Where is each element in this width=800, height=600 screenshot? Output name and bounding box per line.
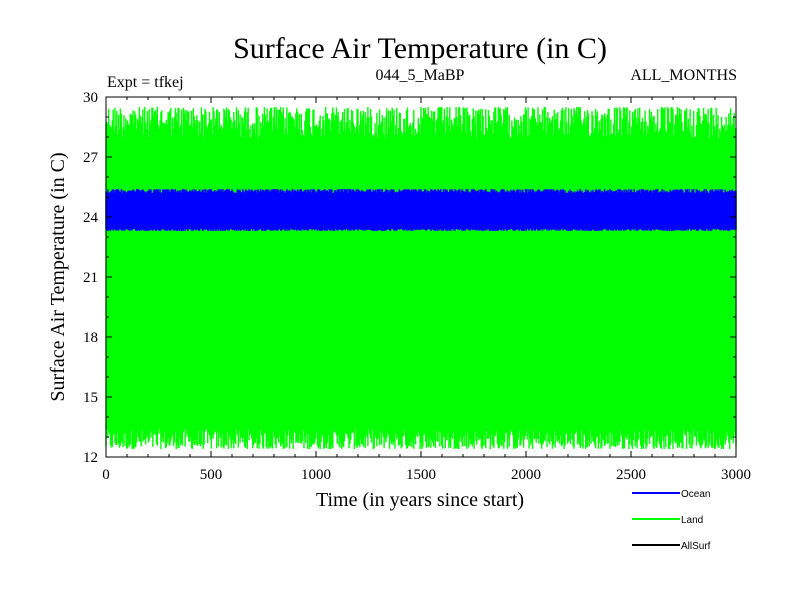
- plot-area: [105, 106, 737, 450]
- y-tick-label: 24: [83, 210, 99, 226]
- y-tick-label: 18: [83, 330, 98, 346]
- legend-label-ocean: Ocean: [681, 489, 710, 500]
- period-label: 044_5_MaBP: [376, 67, 465, 84]
- legend-label-land: Land: [681, 515, 703, 526]
- chart-title: Surface Air Temperature (in C): [233, 32, 607, 65]
- x-tick-label: 3000: [721, 467, 751, 483]
- y-axis-label: Surface Air Temperature (in C): [47, 152, 69, 401]
- x-tick-label: 500: [200, 467, 223, 483]
- y-tick-label: 30: [83, 90, 98, 106]
- series-ocean: [105, 188, 737, 232]
- legend: Ocean Land AllSurf: [632, 489, 711, 552]
- x-axis-label: Time (in years since start): [316, 489, 524, 511]
- legend-label-allsurf: AllSurf: [681, 541, 711, 552]
- x-tick-label: 1000: [301, 467, 331, 483]
- y-tick-label: 12: [83, 450, 98, 466]
- x-tick-label: 1500: [406, 467, 436, 483]
- experiment-label: Expt = tfkej: [107, 74, 184, 91]
- y-tick-label: 27: [83, 150, 99, 166]
- y-tick-label: 21: [83, 270, 98, 286]
- x-axis: 0 500 1000 1500 2000 2500 3000: [102, 97, 751, 483]
- x-tick-label: 0: [102, 467, 110, 483]
- series-land: [105, 106, 737, 450]
- x-tick-label: 2500: [616, 467, 646, 483]
- months-label: ALL_MONTHS: [630, 67, 737, 84]
- y-tick-label: 15: [83, 390, 98, 406]
- y-axis: 12 15 18 21 24 27 30: [83, 90, 736, 466]
- x-tick-label: 2000: [511, 467, 541, 483]
